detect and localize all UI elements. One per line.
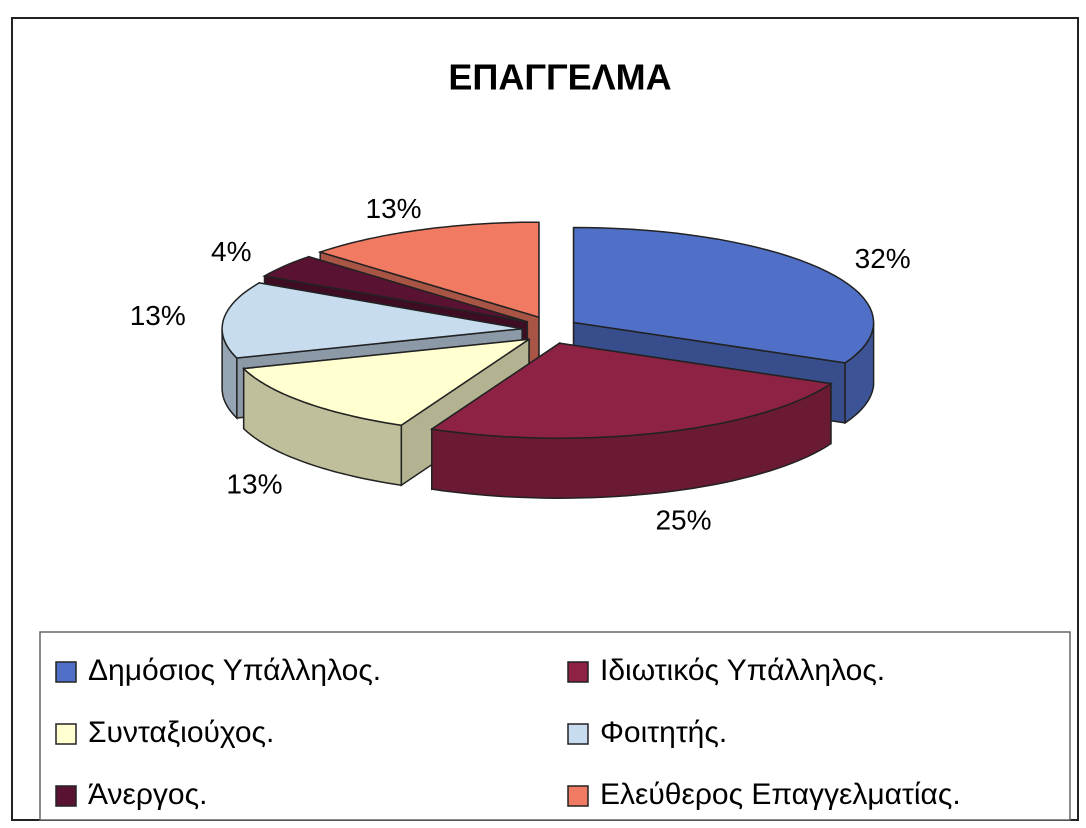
legend-box	[39, 631, 1071, 821]
legend-label: Δημόσιος Υπάλληλος.	[88, 654, 381, 687]
legend-label: Ελεύθερος Επαγγελματίας.	[600, 778, 961, 811]
data-label: 13%	[226, 468, 282, 499]
legend-label: Συνταξιούχος.	[88, 716, 274, 749]
data-label: 25%	[655, 505, 711, 536]
legend-swatch	[55, 661, 77, 683]
legend-swatch	[55, 723, 77, 745]
pie-slice	[572, 226, 875, 364]
chart-title: ΕΠΑΓΓΕΛΜΑ	[448, 57, 671, 98]
data-label: 32%	[855, 243, 911, 274]
data-label: 4%	[211, 236, 251, 267]
data-label: 13%	[130, 300, 186, 331]
data-label: 13%	[366, 193, 422, 224]
legend-label: Ιδιωτικός Υπάλληλος.	[600, 654, 885, 687]
pie-slice	[429, 342, 833, 439]
legend-swatch	[55, 785, 77, 807]
pie-slice	[262, 255, 528, 323]
legend-swatch	[567, 785, 589, 807]
legend-label: Άνεργος.	[88, 778, 207, 811]
pie-slice	[221, 282, 523, 359]
pie-slice	[317, 221, 540, 319]
pie-slice	[242, 338, 530, 426]
legend-label: Φοιτητής.	[600, 716, 727, 749]
legend-swatch	[567, 661, 589, 683]
legend-swatch	[567, 723, 589, 745]
